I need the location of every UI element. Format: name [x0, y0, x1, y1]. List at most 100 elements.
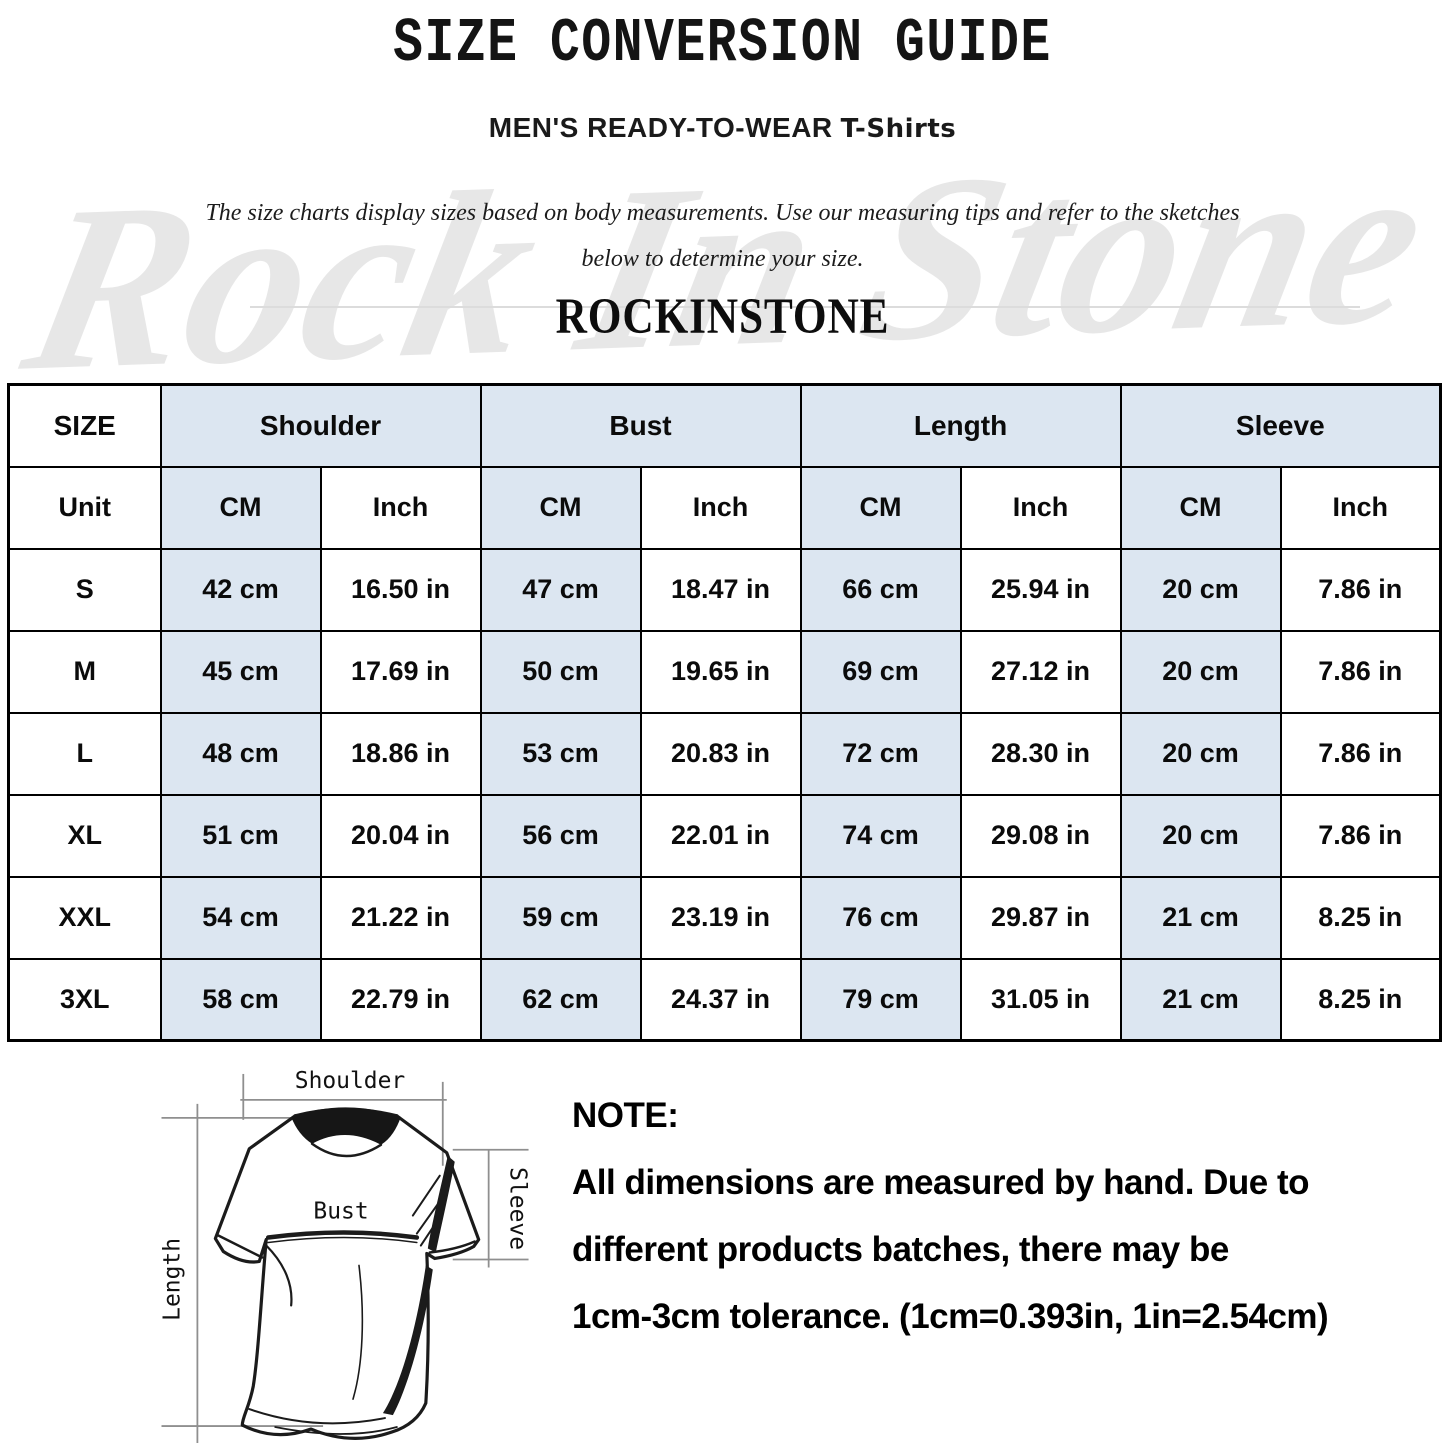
measurement-cell: 66 cm [799, 547, 962, 632]
diagram-label-length: Length [159, 1238, 185, 1321]
unit-cell: Inch [639, 465, 802, 550]
table-row: L 48 cm 18.86 in 53 cm 20.83 in 72 cm 28.30 in… [7, 711, 1442, 796]
measurement-cell: 19.65 in [639, 629, 802, 714]
measurement-cell: 76 cm [799, 875, 962, 960]
measurement-cell: 79 cm [799, 957, 962, 1042]
description-line: The size charts display sizes based on b… [205, 200, 1240, 226]
unit-header: Unit [7, 465, 162, 550]
size-label: L [7, 711, 162, 796]
measurement-cell: 54 cm [159, 875, 322, 960]
measurement-cell: 62 cm [479, 957, 642, 1042]
size-label: S [7, 547, 162, 632]
measurement-cell: 18.86 in [319, 711, 482, 796]
measurement-cell: 20.04 in [319, 793, 482, 878]
measurement-cell: 42 cm [159, 547, 322, 632]
unit-cell: CM [1119, 465, 1282, 550]
note-section: NOTE: All dimensions are measured by han… [572, 1082, 1392, 1350]
tshirt-measurement-diagram: Shoulder Bust Length Sleeve [159, 1068, 531, 1444]
measurement-cell: 50 cm [479, 629, 642, 714]
measurement-cell: 45 cm [159, 629, 322, 714]
unit-cell: CM [479, 465, 642, 550]
measurement-cell: 56 cm [479, 793, 642, 878]
note-line: different products batches, there may be [572, 1230, 1229, 1269]
collar [291, 1107, 401, 1145]
measurement-cell: 21 cm [1119, 875, 1282, 960]
column-header-bust: Bust [479, 383, 802, 468]
measurement-cell: 24.37 in [639, 957, 802, 1042]
measurement-cell: 18.47 in [639, 547, 802, 632]
body-fold-shading [382, 1265, 433, 1416]
measurement-cell: 31.05 in [959, 957, 1122, 1042]
measurement-cell: 51 cm [159, 793, 322, 878]
unit-cell: CM [799, 465, 962, 550]
measurement-cell: 58 cm [159, 957, 322, 1042]
measurement-cell: 7.86 in [1279, 711, 1442, 796]
description: The size charts display sizes based on b… [0, 190, 1445, 282]
size-conversion-table: SIZE Shoulder Bust Length Sleeve Unit CM… [7, 383, 1443, 1042]
unit-cell: CM [159, 465, 322, 550]
table-row: M 45 cm 17.69 in 50 cm 19.65 in 69 cm 27.12 in… [7, 629, 1442, 714]
measurement-cell: 53 cm [479, 711, 642, 796]
diagram-labels: Shoulder Bust Length Sleeve [159, 1068, 530, 1321]
note-line: 1cm-3cm tolerance. (1cm=0.393in, 1in=2.5… [572, 1297, 1329, 1336]
measurement-cell: 69 cm [799, 629, 962, 714]
measurement-cell: 29.08 in [959, 793, 1122, 878]
subtitle-product: T-Shirts [840, 114, 957, 144]
measurement-cell: 22.01 in [639, 793, 802, 878]
measurement-cell: 21.22 in [319, 875, 482, 960]
measurement-cell: 16.50 in [319, 547, 482, 632]
measurement-cell: 72 cm [799, 711, 962, 796]
table-unit-row: Unit CM Inch CM Inch CM Inch CM Inch [7, 465, 1442, 550]
size-label: XL [7, 793, 162, 878]
measurement-cell: 8.25 in [1279, 875, 1442, 960]
unit-cell: Inch [959, 465, 1122, 550]
measurement-cell: 59 cm [479, 875, 642, 960]
tshirt-drawing [213, 1107, 481, 1440]
column-header-size: SIZE [7, 383, 162, 468]
subtitle-main: MEN'S READY-TO-WEAR [488, 112, 833, 143]
measurement-cell: 20 cm [1119, 629, 1282, 714]
table-row: S 42 cm 16.50 in 47 cm 18.47 in 66 cm 25.94 in… [7, 547, 1442, 632]
measurement-cell: 74 cm [799, 793, 962, 878]
column-header-shoulder: Shoulder [159, 383, 482, 468]
column-header-sleeve: Sleeve [1119, 383, 1442, 468]
measurement-cell: 48 cm [159, 711, 322, 796]
measurement-cell: 7.86 in [1279, 793, 1442, 878]
table-group-header-row: SIZE Shoulder Bust Length Sleeve [7, 383, 1442, 468]
size-label: 3XL [7, 957, 162, 1042]
sleeve-shading [427, 1155, 455, 1253]
column-header-length: Length [799, 383, 1122, 468]
table-row: XL 51 cm 20.04 in 56 cm 22.01 in 74 cm 29.08 i… [7, 793, 1442, 878]
measurement-cell: 7.86 in [1279, 629, 1442, 714]
unit-cell: Inch [1279, 465, 1442, 550]
diagram-label-sleeve: Sleeve [505, 1167, 531, 1250]
page-title: SIZE CONVERSION GUIDE [393, 8, 1052, 79]
size-label: M [7, 629, 162, 714]
measurement-cell: 29.87 in [959, 875, 1122, 960]
measurement-cell: 20 cm [1119, 793, 1282, 878]
measurement-cell: 8.25 in [1279, 957, 1442, 1042]
measurement-cell: 17.69 in [319, 629, 482, 714]
measurement-cell: 21 cm [1119, 957, 1282, 1042]
diagram-label-bust: Bust [313, 1199, 368, 1225]
diagram-label-shoulder: Shoulder [295, 1068, 405, 1094]
brand-name: ROCKINSTONE [555, 289, 890, 345]
table-row: 3XL 58 cm 22.79 in 62 cm 24.37 in 79 cm 31.05 … [7, 957, 1442, 1042]
divider-line [250, 306, 1360, 308]
measurement-cell: 7.86 in [1279, 547, 1442, 632]
subtitle: MEN'S READY-TO-WEAR T-Shirts [0, 112, 1445, 144]
measurement-guides [161, 1073, 529, 1444]
measurement-cell: 22.79 in [319, 957, 482, 1042]
measurement-cell: 20 cm [1119, 547, 1282, 632]
measurement-cell: 28.30 in [959, 711, 1122, 796]
measurement-cell: 25.94 in [959, 547, 1122, 632]
size-table-body: S 42 cm 16.50 in 47 cm 18.47 in 66 cm 25.94 in… [7, 547, 1442, 1042]
table-row: XXL 54 cm 21.22 in 59 cm 23.19 in 76 cm 29.87 … [7, 875, 1442, 960]
measurement-cell: 20.83 in [639, 711, 802, 796]
note-heading: NOTE: [572, 1096, 679, 1135]
size-label: XXL [7, 875, 162, 960]
measurement-cell: 47 cm [479, 547, 642, 632]
measurement-cell: 27.12 in [959, 629, 1122, 714]
description-line: below to determine your size. [581, 246, 864, 272]
